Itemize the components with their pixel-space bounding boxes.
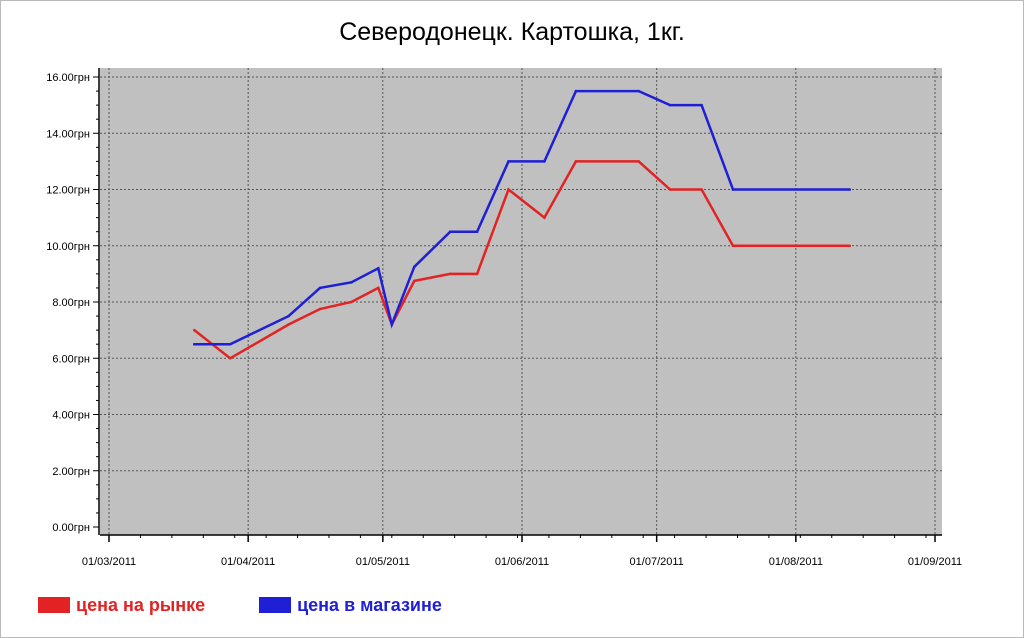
data-point (412, 279, 416, 283)
legend-label-store: цена в магазине (297, 594, 442, 615)
y-tick-label: 16.00грн (46, 72, 90, 84)
data-point (637, 89, 641, 93)
x-tick-label: 01/06/2011 (495, 556, 549, 568)
data-point (228, 356, 232, 360)
y-tick-label: 0.00грн (52, 522, 90, 534)
data-point (668, 103, 672, 107)
x-tick-label: 01/07/2011 (630, 556, 684, 568)
data-point (731, 188, 735, 191)
y-tick-label: 14.00грн (46, 128, 90, 140)
data-point (318, 307, 322, 311)
axes: 0.00грн 2.00грн 4.00грн 6.00грн 8.00грн 10.00… (46, 68, 962, 568)
data-point (543, 160, 546, 163)
x-tick-label: 01/08/2011 (769, 556, 823, 568)
y-tick-label: 6.00грн (52, 353, 90, 365)
data-point (350, 281, 353, 284)
data-point (848, 188, 852, 191)
x-tick-label: 01/03/2011 (82, 556, 136, 568)
y-tick-label: 4.00грн (52, 410, 90, 422)
data-point (475, 272, 479, 276)
y-tick-label: 8.00грн (52, 297, 90, 309)
legend-label-market: цена на рынке (76, 594, 206, 615)
legend-swatch-store (259, 597, 292, 613)
data-point (574, 160, 578, 163)
data-point (377, 266, 380, 270)
y-tick-label: 10.00грн (46, 241, 90, 253)
data-point (731, 244, 735, 248)
data-point (318, 286, 322, 290)
data-point (700, 188, 703, 191)
x-tick-label: 01/05/2011 (356, 556, 410, 568)
data-point (412, 265, 416, 269)
data-point (287, 323, 290, 326)
data-point (475, 230, 479, 233)
chart-title: Северодонецк. Картошка, 1кг. (339, 18, 685, 46)
data-point (700, 103, 703, 107)
data-point (668, 188, 672, 191)
data-point (637, 160, 641, 163)
data-point (448, 230, 452, 233)
series-line-store (194, 89, 850, 346)
series-layer (192, 89, 852, 360)
data-point (192, 328, 196, 332)
data-point (574, 89, 578, 93)
data-point (507, 188, 510, 191)
y-tick-label: 2.00грн (52, 466, 90, 478)
legend-item-market: цена на рынке (38, 595, 205, 616)
series-line-market (193, 160, 850, 360)
data-point (507, 160, 510, 163)
data-point (228, 342, 232, 346)
data-point (192, 342, 196, 346)
legend-swatch-market (38, 597, 70, 613)
x-tick-label: 01/09/2011 (908, 556, 962, 568)
y-tick-label: 12.00грн (46, 185, 90, 197)
grid-lines (100, 68, 942, 535)
data-point (287, 314, 290, 318)
legend: цена на рынке цена в магазине (38, 593, 496, 617)
data-point (848, 244, 852, 248)
legend-item-store: цена в магазине (259, 595, 442, 616)
data-point (390, 323, 394, 326)
x-tick-label: 01/04/2011 (221, 556, 275, 568)
data-point (448, 272, 452, 276)
data-point (543, 216, 546, 219)
data-point (377, 286, 380, 290)
data-point (350, 300, 353, 304)
